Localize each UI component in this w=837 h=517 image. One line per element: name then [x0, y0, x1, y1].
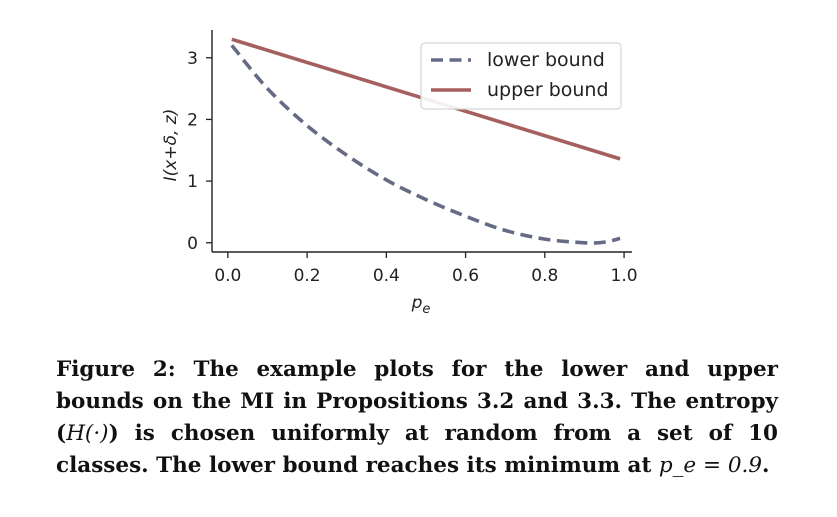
figure-caption: Figure 2: The example plots for the lowe…: [56, 354, 778, 482]
x-axis-label: pe: [411, 293, 431, 317]
legend-label: lower bound: [487, 49, 605, 71]
caption-prefix: Figure 2: The example plots for the lowe…: [56, 357, 778, 446]
series-line-lower-bound: [230, 44, 621, 245]
x-tick-label: 0.0: [214, 266, 241, 286]
y-tick-label: 3: [187, 49, 198, 69]
chart-axes: 0.0 0.2 0.4 0.6 0.8 1.0 0 1 2 3 pe I(x+δ, z): [161, 30, 638, 317]
x-tick-label: 0.4: [373, 266, 400, 286]
caption-math-entropy: H(·): [66, 421, 109, 446]
legend-label: upper bound: [487, 79, 609, 101]
x-tick-label: 0.8: [531, 266, 558, 286]
caption-math-pe: p_e = 0.9: [658, 453, 763, 478]
x-tick-label: 0.6: [452, 266, 479, 286]
x-tick-label: 1.0: [611, 266, 638, 286]
y-tick-label: 2: [187, 110, 198, 130]
y-tick-label: 0: [187, 234, 198, 254]
caption-suffix: .: [762, 453, 770, 478]
caption-middle: ) is chosen uniformly at random from a s…: [56, 421, 778, 478]
y-tick-label: 1: [187, 172, 198, 192]
y-axis-label: I(x+δ, z): [161, 109, 181, 182]
x-tick-label: 0.2: [294, 266, 321, 286]
chart-legend: lower bound upper bound: [420, 42, 622, 110]
